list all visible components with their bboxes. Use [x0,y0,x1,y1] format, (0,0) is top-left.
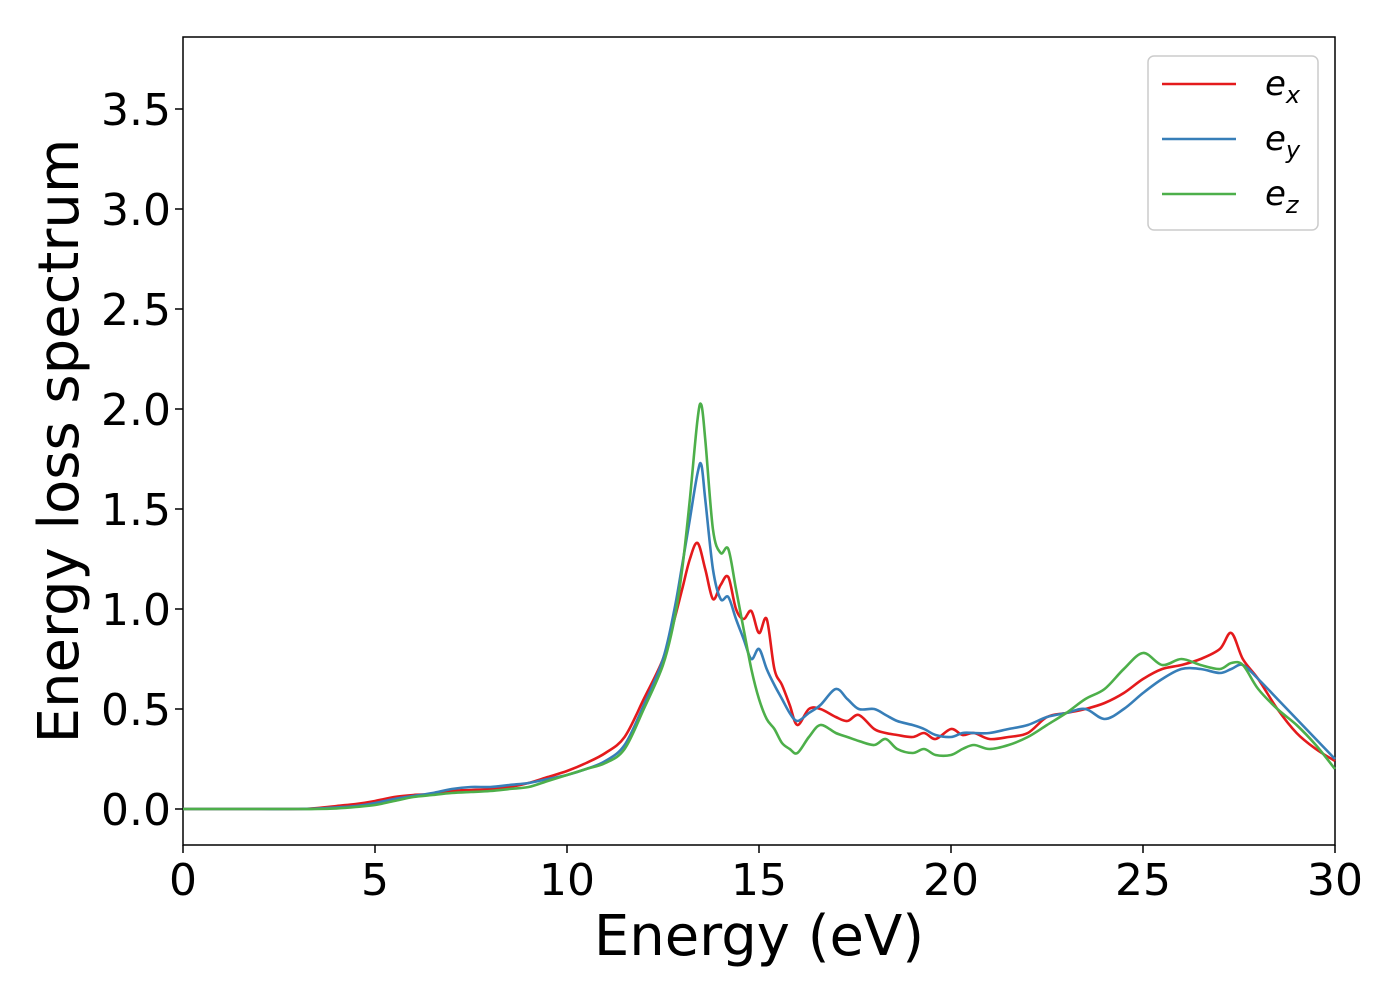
x-tick-label: 5 [361,855,389,906]
y-tick-label: 1.0 [101,585,171,636]
legend-label-ex: ex [1265,64,1301,109]
series-line-ez [183,402,1337,811]
legend: ex ey ez [1147,55,1319,231]
x-tick-label: 20 [923,855,979,906]
y-tick-label: 2.5 [101,285,171,336]
x-axis-label: Energy (eV) [594,904,924,969]
legend-label-ez: ez [1265,174,1300,219]
legend-label-ey: ey [1265,119,1301,164]
y-tick-label: 3.0 [101,185,171,236]
series-layer [183,402,1337,811]
y-axis-label: Energy loss spectrum [27,139,92,744]
y-axis-ticks: 0.0 0.5 1.0 1.5 2.0 2.5 3.0 3.5 [101,85,183,836]
legend-box [1147,55,1319,231]
x-tick-label: 25 [1115,855,1171,906]
y-tick-label: 3.5 [101,85,171,136]
y-tick-label: 0.0 [101,785,171,836]
y-tick-label: 1.5 [101,485,171,536]
x-axis-ticks: 0 5 10 15 20 25 30 [169,845,1363,906]
y-tick-label: 0.5 [101,685,171,736]
x-tick-label: 15 [731,855,787,906]
y-tick-label: 2.0 [101,385,171,436]
series-line-ey [183,461,1336,811]
x-tick-label: 30 [1307,855,1363,906]
series-line-ex [183,541,1336,811]
x-tick-label: 0 [169,855,197,906]
x-tick-label: 10 [539,855,595,906]
